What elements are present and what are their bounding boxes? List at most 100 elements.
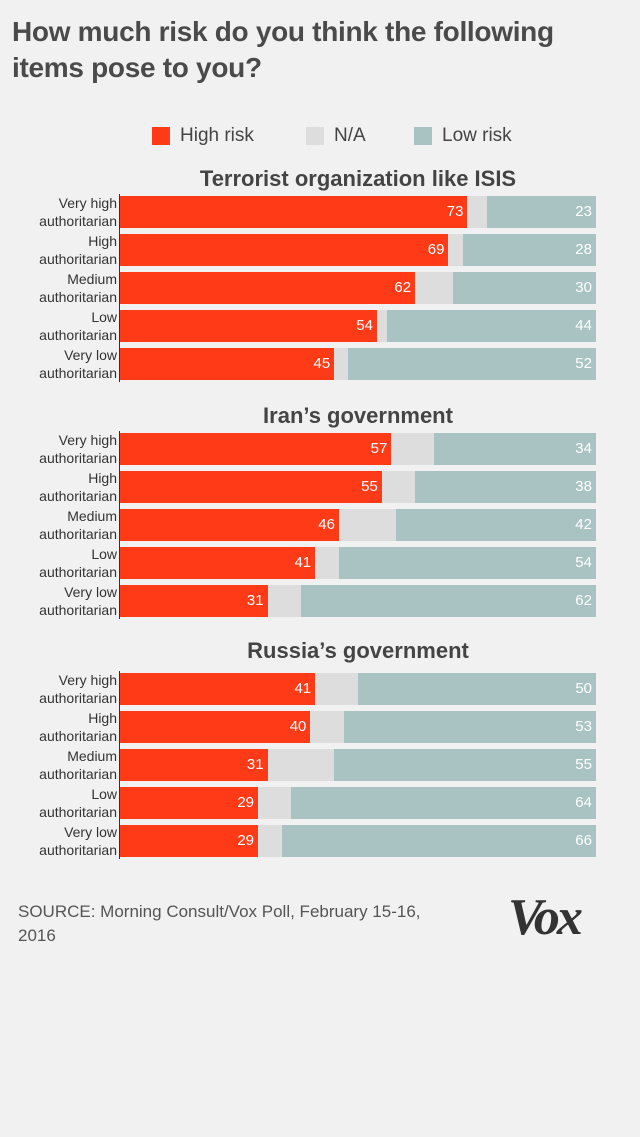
legend-swatch-low-risk (414, 127, 432, 145)
section-title-iran: Iran’s government (263, 403, 453, 428)
bar-segment-na (338, 509, 397, 541)
bar-segment-low-risk (386, 310, 596, 342)
data-label-low-risk: 54 (575, 554, 592, 571)
category-label: High authoritarian (39, 710, 117, 744)
category-label: Medium authoritarian (39, 748, 117, 782)
bar-segment-high-risk (120, 547, 316, 579)
category-label: Medium authoritarian (39, 508, 117, 542)
bar-segment-high-risk (120, 272, 416, 304)
chart-title: How much risk do you think the following… (12, 16, 554, 83)
bar-segment-high-risk (120, 749, 268, 781)
legend-swatch-na (306, 127, 324, 145)
bar-segment-high-risk (120, 196, 468, 228)
bar-segment-low-risk (343, 711, 596, 743)
legend-item-low-risk: Low risk (414, 124, 512, 148)
data-label-low-risk: 42 (575, 516, 592, 533)
legend: High risk N/A Low risk (0, 124, 640, 148)
data-label-high-risk: 69 (427, 241, 445, 258)
data-label-low-risk: 50 (575, 680, 592, 697)
bar-segment-low-risk (291, 787, 596, 819)
bar-segment-low-risk (348, 348, 596, 380)
category-label: Very high authoritarian (39, 672, 117, 706)
category-label: Very low authoritarian (39, 584, 117, 618)
bar-segment-na (334, 348, 349, 380)
bar-segment-na (415, 272, 454, 304)
bar-segment-na (267, 585, 301, 617)
bar-segment-na (258, 825, 282, 857)
bar-segment-high-risk (120, 433, 392, 465)
vox-logo: Vox (508, 889, 583, 946)
data-label-high-risk: 54 (356, 317, 374, 334)
data-label-high-risk: 29 (237, 832, 255, 849)
data-label-high-risk: 40 (289, 718, 307, 735)
legend-swatch-high-risk (152, 127, 170, 145)
bar-segment-low-risk (453, 272, 596, 304)
bar-segment-low-risk (396, 509, 596, 541)
category-label: Low authoritarian (39, 309, 117, 343)
bar-segment-low-risk (300, 585, 596, 617)
data-label-low-risk: 53 (575, 718, 592, 735)
legend-label-high-risk: High risk (180, 125, 254, 146)
data-label-low-risk: 55 (575, 756, 592, 773)
bar-segment-low-risk (462, 234, 596, 266)
bar-segment-na (448, 234, 463, 266)
bar-segment-na (315, 547, 339, 579)
data-label-low-risk: 23 (575, 203, 592, 220)
section-title-russia: Russia’s government (247, 638, 469, 663)
bar-segment-high-risk (120, 310, 378, 342)
legend-label-low-risk: Low risk (442, 125, 512, 146)
bar-segment-low-risk (415, 471, 596, 503)
data-label-low-risk: 64 (575, 794, 592, 811)
data-label-low-risk: 38 (575, 478, 592, 495)
category-label: Very high authoritarian (39, 432, 117, 466)
data-label-high-risk: 31 (246, 756, 264, 773)
bar-segment-high-risk (120, 471, 382, 503)
data-label-high-risk: 62 (394, 279, 412, 296)
data-label-low-risk: 66 (575, 832, 592, 849)
category-label: Very high authoritarian (39, 195, 117, 229)
bar-segment-high-risk (120, 825, 259, 857)
bar-segment-low-risk (334, 749, 596, 781)
section-title-isis: Terrorist organization like ISIS (199, 166, 517, 191)
bar-segment-low-risk (281, 825, 596, 857)
bar-segment-na (258, 787, 292, 819)
bar-segment-high-risk (120, 787, 259, 819)
category-label: Very low authoritarian (39, 824, 117, 858)
bar-segment-low-risk (338, 547, 596, 579)
data-label-low-risk: 28 (575, 241, 592, 258)
axis-line-iran (119, 431, 120, 619)
data-label-high-risk: 55 (361, 478, 378, 495)
bar-segment-na (315, 673, 358, 705)
bar-segment-low-risk (486, 196, 596, 228)
category-label: High authoritarian (39, 233, 117, 267)
bar-segment-high-risk (120, 711, 311, 743)
category-label: Medium authoritarian (39, 271, 117, 305)
source-note: SOURCE: Morning Consult/Vox Poll, Februa… (18, 902, 421, 945)
data-label-low-risk: 34 (575, 440, 592, 457)
data-label-low-risk: 52 (575, 355, 592, 372)
legend-label-na: N/A (334, 125, 366, 146)
bar-segment-low-risk (434, 433, 596, 465)
bar-segment-na (391, 433, 435, 465)
bar-segment-high-risk (120, 673, 316, 705)
category-label: Very low authoritarian (39, 347, 117, 381)
axis-line-russia (119, 671, 120, 859)
bar-segment-high-risk (120, 585, 268, 617)
axis-line-isis (119, 194, 120, 382)
category-label: High authoritarian (39, 470, 117, 504)
category-label: Low authoritarian (39, 546, 117, 580)
bar-segment-high-risk (120, 348, 335, 380)
category-label: Low authoritarian (39, 786, 117, 820)
bar-segment-na (381, 471, 416, 503)
bar-segment-na (467, 196, 487, 228)
legend-item-high-risk: High risk (152, 124, 254, 148)
data-label-low-risk: 44 (575, 317, 592, 334)
bar-segment-na (377, 310, 387, 342)
data-label-high-risk: 45 (313, 355, 331, 372)
bar-segment-na (310, 711, 344, 743)
data-label-low-risk: 30 (575, 279, 592, 296)
legend-item-na: N/A (306, 124, 366, 148)
data-label-high-risk: 41 (294, 554, 312, 571)
bar-segment-na (267, 749, 335, 781)
data-label-high-risk: 29 (237, 794, 255, 811)
